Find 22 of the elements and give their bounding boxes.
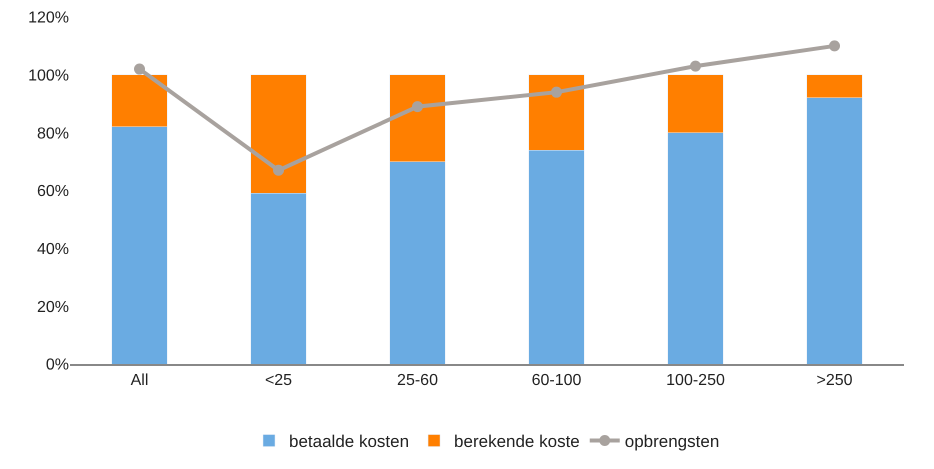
point: [829, 40, 840, 52]
x-tick-label: All: [130, 372, 148, 389]
x-tick-label: 25-60: [397, 372, 438, 389]
x-tick-label: 100-250: [666, 372, 725, 389]
point: [412, 101, 423, 112]
point: [273, 164, 284, 176]
legend-label: betaalde kosten: [289, 432, 410, 452]
y-tick-label: 0%: [46, 356, 69, 374]
point: [690, 60, 701, 72]
legend-label: berekende koste: [454, 432, 580, 452]
y-tick-label: 60%: [36, 183, 69, 200]
y-tick-label: 80%: [36, 125, 69, 142]
legend-label: opbrengsten: [624, 432, 720, 452]
y-tick-label: 100%: [28, 67, 69, 84]
y-tick-label: 20%: [36, 298, 69, 316]
point: [551, 86, 562, 98]
point: [134, 64, 145, 75]
y-tick-label: 120%: [28, 10, 69, 27]
x-tick-label: <25: [264, 372, 292, 389]
x-tick-label: >250: [816, 372, 853, 389]
y-tick-label: 40%: [36, 240, 69, 258]
x-tick-label: 60-100: [532, 372, 582, 389]
